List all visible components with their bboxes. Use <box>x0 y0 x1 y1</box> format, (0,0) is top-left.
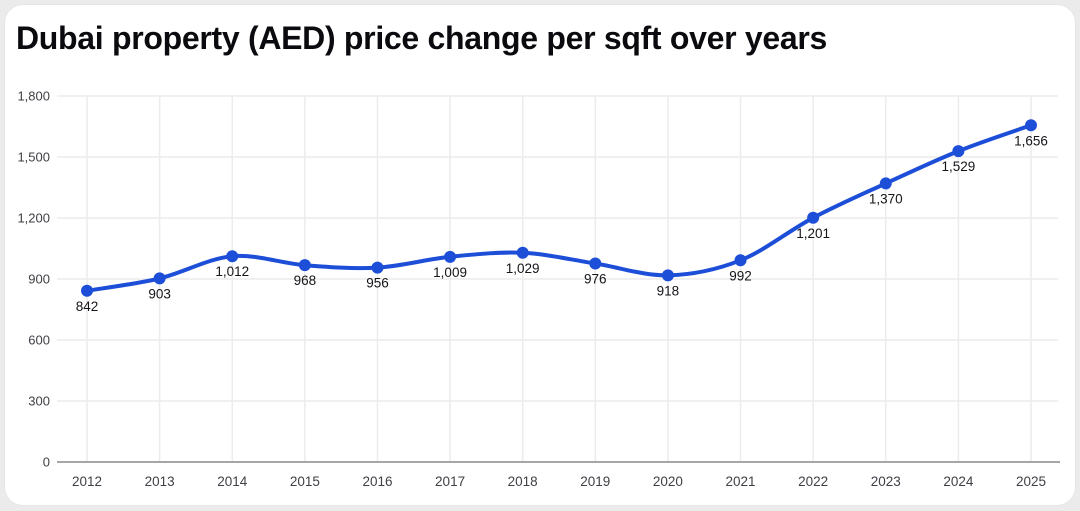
chart-card: Dubai property (AED) price change per sq… <box>5 5 1075 505</box>
data-point-label: 1,656 <box>1014 133 1048 148</box>
series-line <box>85 123 1033 293</box>
data-point <box>952 145 965 158</box>
data-point <box>807 211 820 224</box>
data-point-label: 918 <box>657 283 680 298</box>
x-tick-label: 2012 <box>72 474 102 489</box>
x-tick-label: 2019 <box>580 474 610 489</box>
x-tick-label: 2020 <box>653 474 683 489</box>
data-point <box>371 261 384 274</box>
data-point-label: 992 <box>729 268 752 283</box>
data-point-label: 903 <box>148 286 171 301</box>
data-point <box>734 254 747 267</box>
x-tick-label: 2023 <box>871 474 901 489</box>
data-point-label: 968 <box>294 273 317 288</box>
x-tick-label: 2024 <box>943 474 974 489</box>
y-tick-label: 300 <box>28 394 50 409</box>
data-point <box>661 269 674 282</box>
data-point <box>589 257 602 270</box>
data-point <box>226 250 239 263</box>
data-point <box>879 177 892 190</box>
y-tick-label: 1,200 <box>17 211 50 226</box>
data-point <box>516 246 529 259</box>
data-point <box>1025 119 1037 132</box>
x-tick-label: 2014 <box>217 474 248 489</box>
y-tick-label: 600 <box>28 333 50 348</box>
data-point <box>153 272 166 285</box>
x-tick-label: 2015 <box>290 474 320 489</box>
x-tick-label: 2021 <box>726 474 756 489</box>
data-point-label: 1,009 <box>433 265 467 280</box>
data-point-label: 1,201 <box>796 226 830 241</box>
y-tick-label: 900 <box>28 272 50 287</box>
data-point-label: 1,370 <box>869 191 903 206</box>
data-point <box>298 259 311 272</box>
x-tick-label: 2013 <box>145 474 175 489</box>
y-tick-label: 1,500 <box>17 150 50 165</box>
x-tick-label: 2018 <box>508 474 538 489</box>
x-tick-label: 2017 <box>435 474 465 489</box>
data-point-label: 1,029 <box>506 261 540 276</box>
data-point-label: 956 <box>366 276 389 291</box>
chart-title: Dubai property (AED) price change per sq… <box>16 20 827 56</box>
x-tick-label: 2022 <box>798 474 828 489</box>
x-tick-label: 2025 <box>1016 474 1046 489</box>
x-tick-label: 2016 <box>362 474 392 489</box>
data-point <box>81 284 93 297</box>
data-point-label: 842 <box>76 299 99 314</box>
data-point-label: 1,012 <box>215 264 249 279</box>
y-tick-label: 1,800 <box>17 89 50 104</box>
y-tick-label: 0 <box>43 455 50 470</box>
data-point-label: 1,529 <box>941 159 975 174</box>
data-point-label: 976 <box>584 272 607 287</box>
data-point <box>444 250 457 263</box>
